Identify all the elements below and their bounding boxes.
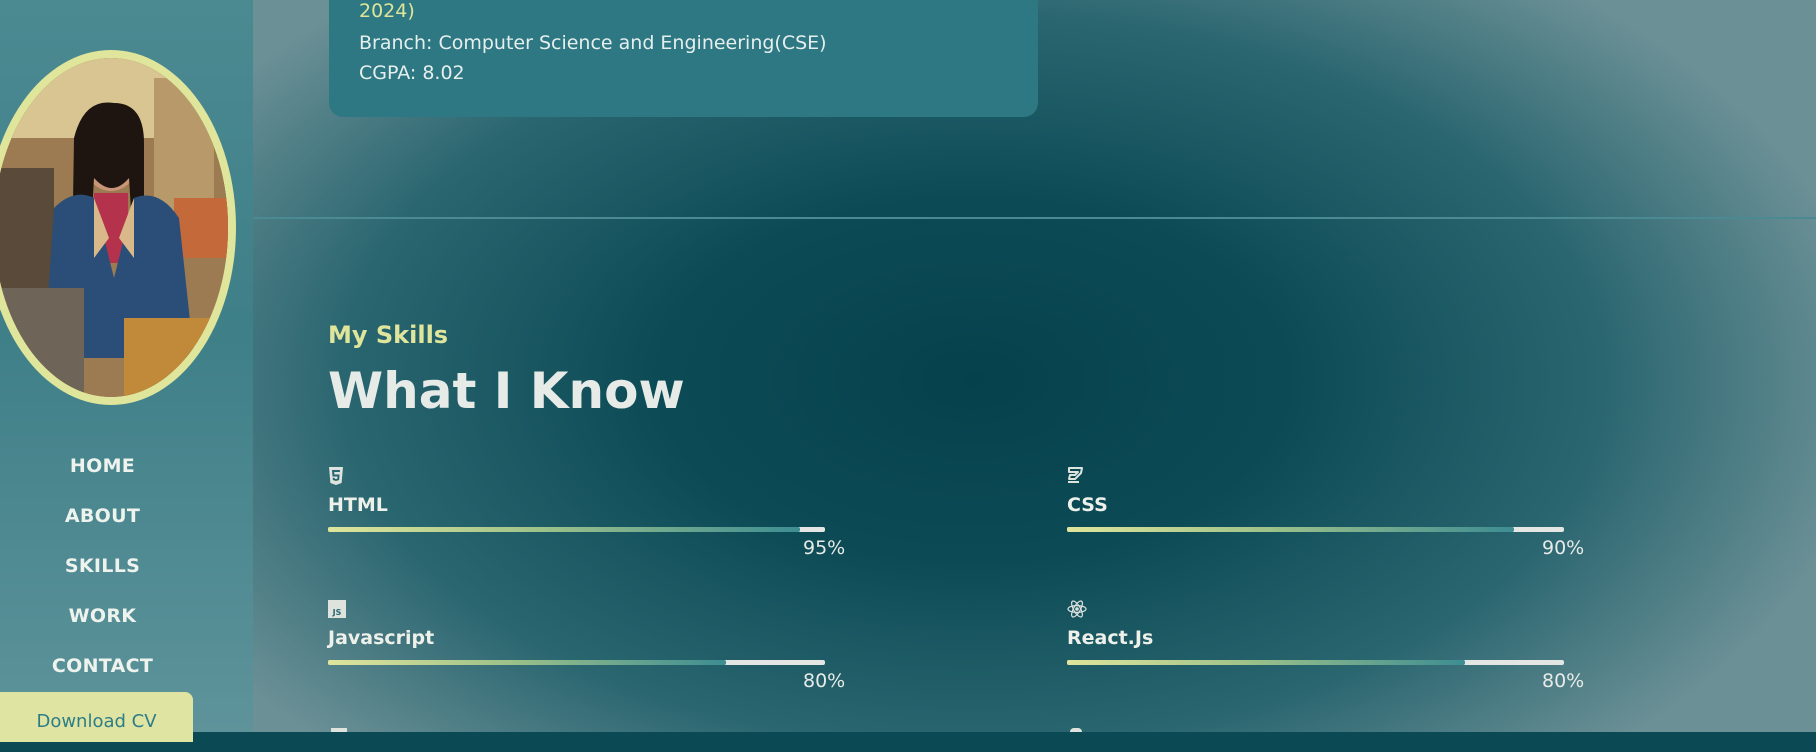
skills-heading: What I Know [328,362,685,420]
progress-fill [1067,660,1465,665]
html5-icon [329,467,343,485]
progress-fill [328,660,726,665]
progress-track [328,527,825,532]
download-cv-button[interactable]: Download CV [0,692,193,742]
progress-track [1067,527,1564,532]
nav-contact[interactable]: CONTACT [51,655,154,677]
progress-fill [1067,527,1515,532]
main-content [253,0,1816,732]
nav-home[interactable]: HOME [69,455,136,477]
skill-react: React.Js 80% [1067,600,1587,720]
avatar [0,50,236,405]
education-card: 2024) Branch: Computer Science and Engin… [329,0,1038,117]
skills-eyebrow: My Skills [328,321,449,349]
sidebar: HOME ABOUT SKILLS WORK CONTACT Download … [0,0,253,742]
nav-work[interactable]: WORK [68,605,137,627]
education-cgpa: CGPA: 8.02 [359,62,465,84]
nav-skills[interactable]: SKILLS [64,555,141,577]
skill-css: CSS 90% [1067,467,1587,587]
education-year: 2024) [359,0,415,22]
skill-name: Javascript [328,627,435,649]
skill-icon-partial [331,728,347,732]
css3-icon [1068,467,1083,483]
progress-track [328,660,825,665]
react-icon [1067,600,1087,618]
skill-icon-partial [1070,728,1082,732]
education-branch: Branch: Computer Science and Engineering… [359,32,827,54]
skill-name: HTML [328,494,388,516]
skill-javascript: JS Javascript 80% [328,600,848,720]
javascript-icon: JS [328,600,346,618]
profile-photo-illustration [0,58,228,397]
progress-track [1067,660,1564,665]
skill-html: HTML 95% [328,467,848,587]
skill-percent: 90% [1542,537,1585,559]
skill-name: CSS [1067,494,1108,516]
progress-fill [328,527,801,532]
skill-percent: 95% [803,537,846,559]
skill-percent: 80% [803,670,846,692]
skill-name: React.Js [1067,627,1154,649]
main-nav: HOME ABOUT SKILLS WORK CONTACT [0,448,205,698]
skill-percent: 80% [1542,670,1585,692]
section-divider [253,217,1816,219]
profile-photo [0,58,228,397]
svg-text:JS: JS [332,608,342,617]
nav-about[interactable]: ABOUT [64,505,141,527]
